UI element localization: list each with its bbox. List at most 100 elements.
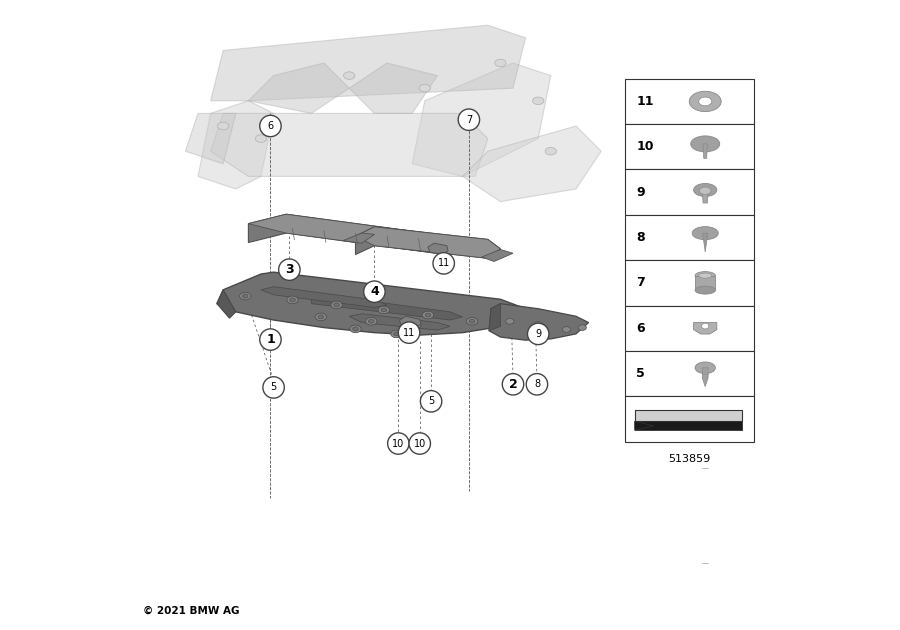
Ellipse shape (391, 330, 402, 338)
Polygon shape (463, 126, 601, 202)
Bar (626, 79, 754, 124)
Text: 10: 10 (414, 438, 426, 449)
Polygon shape (198, 101, 274, 189)
Ellipse shape (689, 91, 721, 112)
Ellipse shape (562, 327, 571, 333)
Ellipse shape (466, 318, 478, 325)
Ellipse shape (378, 306, 390, 314)
Text: 2: 2 (508, 378, 518, 391)
Text: 9: 9 (636, 186, 645, 198)
Ellipse shape (690, 136, 720, 152)
Polygon shape (349, 63, 437, 113)
Polygon shape (261, 287, 387, 307)
Bar (626, 124, 754, 169)
Polygon shape (702, 368, 708, 387)
Ellipse shape (545, 147, 556, 155)
Ellipse shape (699, 187, 711, 194)
Text: 11: 11 (636, 95, 654, 108)
Text: 513859: 513859 (669, 454, 711, 464)
Circle shape (433, 253, 454, 274)
Ellipse shape (353, 327, 358, 331)
Circle shape (279, 259, 300, 280)
Polygon shape (400, 316, 421, 328)
Text: 10: 10 (392, 438, 404, 449)
Polygon shape (311, 295, 463, 320)
Polygon shape (356, 227, 500, 258)
Polygon shape (248, 214, 463, 255)
Text: 4: 4 (370, 285, 379, 298)
Ellipse shape (393, 332, 400, 336)
Ellipse shape (692, 227, 718, 239)
Text: 1: 1 (266, 333, 274, 346)
Ellipse shape (410, 321, 421, 329)
Ellipse shape (290, 298, 295, 302)
Polygon shape (356, 227, 500, 258)
Ellipse shape (315, 313, 327, 321)
Polygon shape (703, 233, 707, 252)
Ellipse shape (495, 59, 506, 67)
Polygon shape (634, 410, 742, 421)
Text: 10: 10 (636, 140, 654, 153)
Ellipse shape (533, 97, 544, 105)
Bar (695, 275, 716, 290)
Bar (626, 306, 754, 351)
Text: 8: 8 (534, 379, 540, 389)
Text: 6: 6 (636, 322, 645, 335)
Polygon shape (702, 190, 708, 203)
Ellipse shape (422, 311, 434, 319)
Polygon shape (482, 249, 513, 261)
Ellipse shape (350, 325, 361, 333)
Circle shape (263, 377, 284, 398)
Bar (626, 260, 754, 306)
Ellipse shape (331, 301, 342, 309)
Ellipse shape (256, 135, 266, 142)
Polygon shape (248, 214, 463, 255)
Polygon shape (428, 243, 448, 255)
Ellipse shape (506, 319, 514, 324)
Polygon shape (211, 113, 488, 176)
Polygon shape (211, 25, 526, 101)
Polygon shape (217, 272, 526, 335)
Ellipse shape (578, 325, 587, 330)
Ellipse shape (694, 183, 716, 197)
Ellipse shape (698, 97, 712, 106)
Text: 3: 3 (285, 263, 293, 276)
Ellipse shape (344, 72, 355, 79)
Ellipse shape (318, 315, 324, 319)
Bar (626, 351, 754, 396)
Bar (626, 169, 754, 215)
Ellipse shape (419, 84, 430, 92)
Ellipse shape (469, 319, 475, 323)
Ellipse shape (425, 313, 431, 317)
Text: © 2021 BMW AG: © 2021 BMW AG (142, 606, 239, 616)
Text: 11: 11 (437, 258, 450, 268)
Ellipse shape (381, 308, 387, 312)
Polygon shape (412, 63, 551, 176)
Bar (626, 396, 754, 442)
Polygon shape (634, 421, 653, 430)
Ellipse shape (287, 296, 298, 304)
Text: 5: 5 (636, 367, 645, 380)
Text: 7: 7 (636, 277, 645, 289)
Circle shape (420, 391, 442, 412)
Ellipse shape (695, 286, 716, 294)
Polygon shape (349, 314, 450, 330)
Polygon shape (217, 290, 236, 318)
Circle shape (502, 374, 524, 395)
Circle shape (260, 329, 281, 350)
Polygon shape (343, 233, 374, 243)
Circle shape (458, 109, 480, 130)
Circle shape (409, 433, 430, 454)
Ellipse shape (368, 319, 374, 323)
Ellipse shape (239, 292, 251, 300)
Text: 9: 9 (536, 329, 541, 339)
Polygon shape (185, 113, 236, 164)
Text: 5: 5 (428, 396, 434, 406)
Polygon shape (248, 63, 349, 113)
Ellipse shape (218, 122, 229, 130)
Circle shape (526, 374, 548, 395)
Ellipse shape (695, 272, 716, 280)
Circle shape (388, 433, 409, 454)
Ellipse shape (702, 323, 709, 329)
Ellipse shape (412, 323, 418, 327)
